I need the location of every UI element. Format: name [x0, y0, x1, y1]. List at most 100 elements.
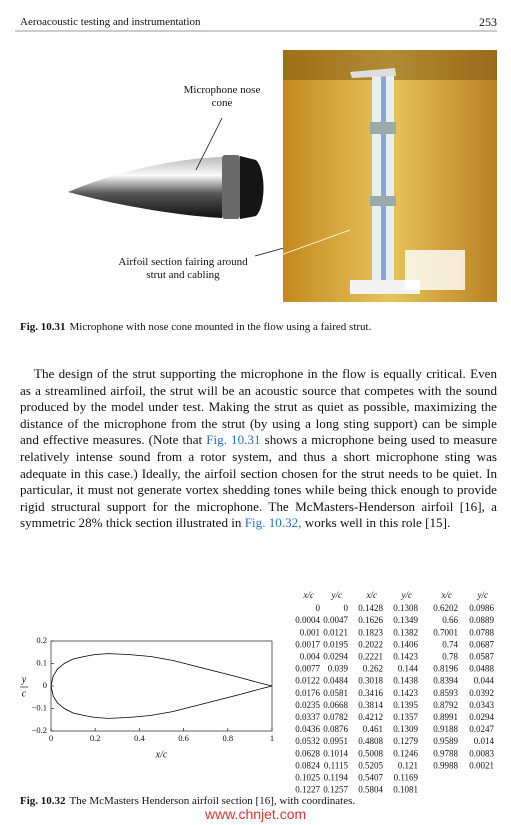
y-axis-label: y: [21, 674, 27, 685]
table-cell: 0.0587: [469, 651, 494, 661]
table-cell: 0.1357: [393, 712, 418, 722]
table-cell: 0.1081: [393, 785, 418, 795]
table-cell: 0.0782: [323, 712, 348, 722]
table-cell: 0.3018: [358, 676, 383, 686]
table-cell: 0.0484: [323, 676, 348, 686]
table-cell: 0.1014: [323, 748, 348, 758]
table-cell: 0.001: [300, 627, 320, 637]
table-cell: 0.0668: [323, 700, 348, 710]
y-axis-label: c: [22, 688, 27, 699]
caption: Fig. 10.31 Microphone with nose cone moun…: [20, 321, 371, 333]
table-cell: 0.4212: [358, 712, 383, 722]
table-header: y/c: [477, 590, 489, 600]
table-cell: 0.5407: [358, 772, 383, 782]
table-cell: 0.004: [300, 651, 321, 661]
table-cell: 0.0294: [323, 651, 348, 661]
table-cell: 0.1423: [393, 651, 418, 661]
x-tick-label: 0.4: [134, 733, 145, 743]
table-cell: 0.1395: [393, 700, 418, 710]
table-cell: 0.262: [363, 664, 383, 674]
table-cell: 0.0121: [323, 627, 348, 637]
table-cell: 0.8792: [433, 700, 458, 710]
table-cell: 0.0788: [469, 627, 494, 637]
table-cell: 0.8991: [433, 712, 458, 722]
table-cell: 0.1194: [324, 772, 349, 782]
caption-label: Fig. 10.31: [20, 321, 66, 333]
table-cell: 0.461: [363, 724, 383, 734]
table-cell: 0.121: [398, 760, 418, 770]
leader: [195, 117, 223, 171]
table-cell: 0.1227: [295, 785, 320, 795]
table-cell: 0.0083: [469, 748, 494, 758]
table-cell: 0.1025: [295, 772, 320, 782]
table-cell: 0.014: [474, 736, 495, 746]
table-cell: 0.0343: [469, 700, 494, 710]
table-cell: 0.5205: [358, 760, 383, 770]
table-cell: 0.1115: [324, 760, 349, 770]
paragraph: The design of the strut supporting the m…: [20, 366, 497, 532]
table-cell: 0.4808: [358, 736, 383, 746]
table-cell: 0.7001: [433, 627, 458, 637]
caption: Fig. 10.32 The McMasters Henderson airfoi…: [20, 795, 355, 807]
callout-line: Microphone nose: [183, 84, 261, 96]
strut-photo: [283, 50, 497, 302]
table-cell: 0.9788: [433, 748, 458, 758]
table-cell: 0.0176: [295, 688, 320, 698]
table-cell: 0.6202: [433, 603, 458, 613]
table-header: x/c: [441, 590, 453, 600]
figure-link[interactable]: Fig. 10.32,: [244, 515, 302, 531]
table-cell: 0.1279: [393, 736, 418, 746]
table-header: x/c: [303, 590, 315, 600]
table-cell: 0.0687: [469, 639, 494, 649]
table-cell: 0: [316, 603, 321, 613]
table-cell: 0.9188: [433, 724, 458, 734]
table-cell: 0.8196: [433, 664, 458, 674]
table-cell: 0.66: [442, 615, 458, 625]
table-cell: 0.0951: [323, 736, 348, 746]
airfoil-line: [50, 653, 273, 687]
y-tick-label: −0.2: [32, 725, 47, 735]
table-cell: 0.0532: [295, 736, 320, 746]
table-header: y/c: [331, 590, 343, 600]
page-number: 253: [479, 15, 497, 29]
table-header: x/c: [366, 590, 378, 600]
x-tick-label: 0: [49, 733, 53, 743]
table-cell: 0.1428: [358, 603, 383, 613]
watermark: www.chnjet.com: [205, 806, 307, 822]
table-cell: 0.8394: [433, 676, 458, 686]
table-cell: 0.1309: [393, 724, 418, 734]
table-cell: 0.0876: [323, 724, 348, 734]
table-cell: 0.039: [328, 664, 349, 674]
table-cell: 0.0986: [469, 603, 494, 613]
x-tick-label: 1: [270, 733, 274, 743]
table-cell: 0.0017: [295, 639, 320, 649]
table-cell: 0.0021: [469, 760, 494, 770]
table-cell: 0.1257: [323, 785, 348, 795]
figure-link[interactable]: Fig. 10.31: [206, 432, 261, 448]
table-cell: 0.5008: [358, 748, 383, 758]
table-cell: 0.1246: [393, 748, 418, 758]
x-tick-label: 0.2: [90, 733, 101, 743]
y-tick-label: 0.2: [36, 635, 47, 645]
table-cell: 0.2022: [358, 639, 383, 649]
table-cell: 0.1823: [358, 627, 383, 637]
table-cell: 0.0581: [323, 688, 348, 698]
callout: Microphone nose cone: [172, 84, 272, 110]
table-cell: 0.1169: [394, 772, 419, 782]
table-cell: 0.0889: [469, 615, 494, 625]
table-cell: 0.0122: [295, 676, 320, 686]
table-cell: 0.8593: [433, 688, 458, 698]
table-cell: 0.3416: [358, 688, 383, 698]
table-cell: 0.0247: [469, 724, 494, 734]
leader: [277, 229, 351, 257]
table-cell: 0.3814: [358, 700, 383, 710]
caption-text: The McMasters Henderson airfoil section …: [69, 795, 356, 807]
table-cell: 0.0004: [295, 615, 320, 625]
x-axis-label: x/c: [155, 749, 168, 760]
table-cell: 0.0077: [295, 664, 320, 674]
table-cell: 0.1382: [393, 627, 418, 637]
running-title: Aeroacoustic testing and instrumentation: [20, 16, 201, 28]
table-cell: 0.1406: [393, 639, 418, 649]
